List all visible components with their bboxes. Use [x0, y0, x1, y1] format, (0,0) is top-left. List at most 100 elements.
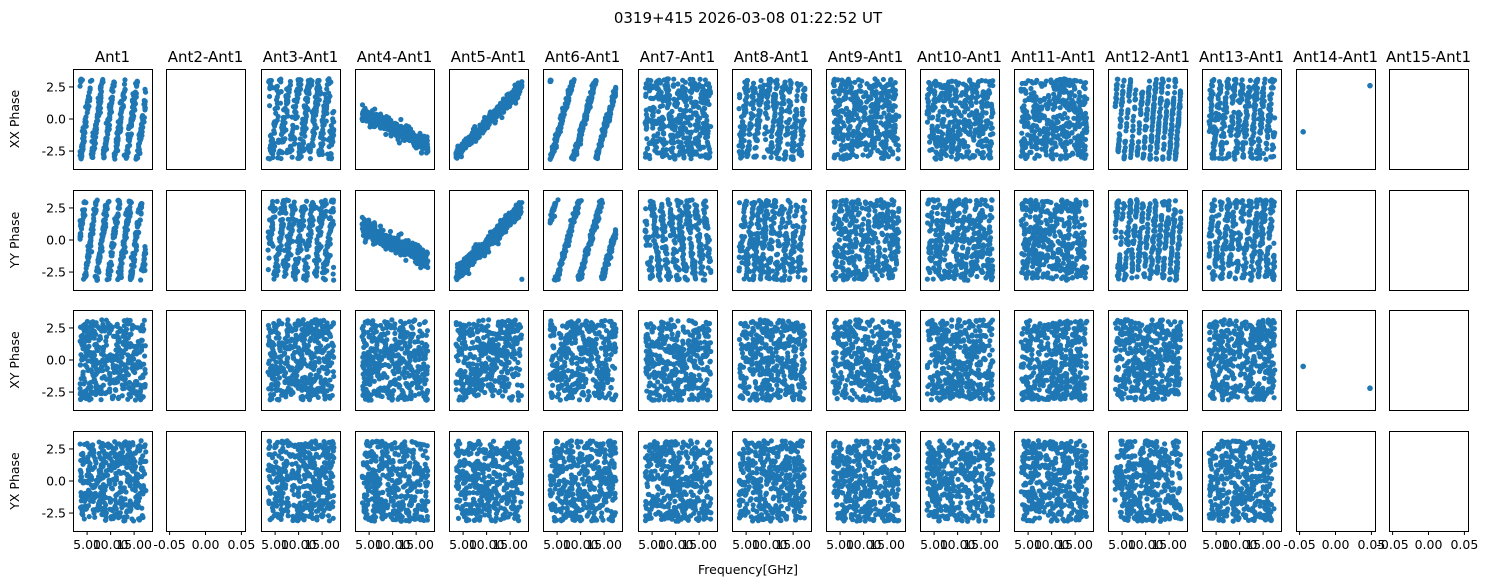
data-point	[119, 352, 124, 357]
data-point	[276, 245, 281, 250]
data-point	[282, 107, 287, 112]
data-point	[294, 99, 299, 104]
data-point	[398, 395, 403, 400]
data-point	[129, 516, 134, 521]
data-point	[317, 359, 322, 364]
data-point	[126, 357, 131, 362]
data-point	[113, 493, 118, 498]
y-tick-label: 0.0	[46, 112, 66, 127]
data-point	[122, 245, 127, 250]
data-point	[308, 156, 313, 161]
data-point	[101, 486, 106, 491]
data-point	[269, 382, 274, 387]
data-point	[101, 224, 106, 229]
data-point	[118, 275, 123, 280]
data-point	[307, 492, 312, 497]
data-point	[118, 481, 123, 486]
data-point	[314, 509, 319, 514]
data-point	[268, 328, 273, 333]
data-point	[302, 146, 307, 151]
data-point	[304, 387, 309, 392]
data-point	[282, 274, 287, 279]
data-point	[312, 364, 317, 369]
data-point	[364, 387, 369, 392]
data-point	[313, 105, 318, 110]
data-point	[322, 203, 327, 208]
data-point	[303, 441, 308, 446]
data-point	[134, 154, 139, 159]
data-point	[93, 141, 98, 146]
data-point	[387, 241, 392, 246]
data-point	[113, 387, 118, 392]
data-point	[314, 514, 319, 519]
data-point	[324, 481, 329, 486]
data-point	[368, 231, 373, 236]
data-point	[381, 371, 386, 376]
data-point	[101, 464, 106, 469]
data-point	[87, 90, 92, 95]
data-point	[323, 248, 328, 253]
data-point	[366, 488, 371, 493]
data-point	[360, 102, 365, 107]
data-point	[79, 334, 84, 339]
data-point	[309, 79, 314, 84]
data-point	[304, 126, 309, 131]
data-point	[407, 488, 412, 493]
data-point	[289, 229, 294, 234]
data-point	[311, 143, 316, 148]
data-point	[310, 137, 315, 142]
data-point	[135, 493, 140, 498]
data-point	[98, 87, 103, 92]
data-point	[312, 479, 317, 484]
data-point	[123, 489, 128, 494]
data-point	[138, 361, 143, 366]
data-point	[322, 396, 327, 401]
data-point	[282, 207, 287, 212]
data-point	[128, 509, 133, 514]
data-point	[279, 476, 284, 481]
data-point	[276, 151, 281, 156]
y-tick-label: -2.5	[42, 144, 66, 159]
data-point	[409, 372, 414, 377]
data-point	[90, 335, 95, 340]
data-point	[400, 356, 405, 361]
data-point	[279, 321, 284, 326]
data-point	[135, 230, 140, 235]
data-point	[92, 390, 97, 395]
data-point	[319, 512, 324, 517]
data-point	[91, 450, 96, 455]
data-point	[115, 324, 120, 329]
data-point	[302, 517, 307, 522]
data-point	[139, 201, 144, 206]
data-point	[280, 389, 285, 394]
data-point	[268, 452, 273, 457]
data-point	[316, 374, 321, 379]
data-point	[132, 96, 137, 101]
data-point	[268, 234, 273, 239]
data-point	[124, 339, 129, 344]
data-point	[82, 479, 87, 484]
data-point	[272, 123, 277, 128]
data-point	[321, 486, 326, 491]
data-point	[285, 330, 290, 335]
data-point	[87, 514, 92, 519]
panel-title: Ant2-Ant1	[168, 48, 243, 66]
data-point	[297, 319, 302, 324]
data-point	[131, 478, 136, 483]
data-point	[106, 441, 111, 446]
data-point	[266, 361, 271, 366]
data-point	[396, 340, 401, 345]
data-point	[408, 245, 413, 250]
data-point	[95, 275, 100, 280]
data-point	[119, 495, 124, 500]
data-point	[392, 331, 397, 336]
data-point	[322, 449, 327, 454]
data-point	[303, 97, 308, 102]
data-point	[97, 251, 102, 256]
data-point	[421, 260, 426, 265]
data-point	[86, 479, 91, 484]
data-point	[86, 251, 91, 256]
data-point	[79, 470, 84, 475]
data-point	[372, 224, 377, 229]
data-point	[268, 132, 273, 137]
